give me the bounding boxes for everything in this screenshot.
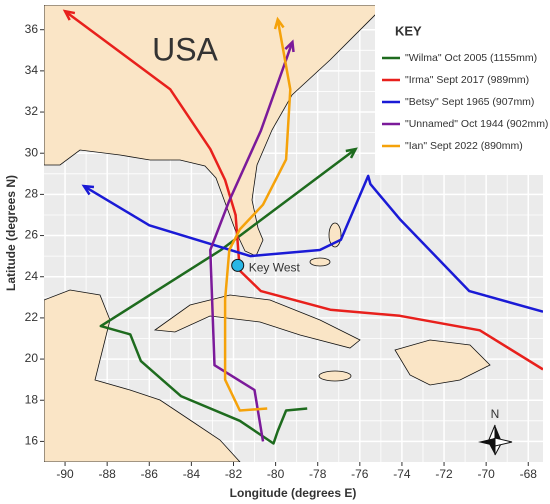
jamaica [318,370,352,382]
land [44,5,491,462]
y-tick-label: 32 [25,104,39,118]
track [223,19,292,412]
track [209,41,294,442]
y-tick-label: 24 [25,269,39,283]
compass-needle [494,437,513,447]
compass-label: N [491,407,500,421]
mexico [44,289,241,462]
x-tick-label: -70 [477,467,495,481]
annotation: USA [152,31,218,67]
y-tick-label: 22 [25,310,39,324]
y-tick-label: 28 [25,187,39,201]
hispaniola [394,339,491,386]
y-tick-label: 20 [25,351,39,365]
x-tick-label: -68 [520,467,538,481]
key-west-label: Key West [249,261,301,275]
arrowhead [284,39,295,53]
y-axis-label: Latitude (degrees N) [4,175,18,291]
compass-needle [495,425,502,442]
legend-box [375,5,543,175]
legend-label: "Betsy" Sept 1965 (907mm) [405,96,534,108]
x-axis-label: Longitude (degrees E) [230,486,357,500]
y-tick-label: 18 [25,392,39,406]
x-tick-label: -82 [225,467,243,481]
legend-label: "Wilma" Oct 2005 (1155mm) [405,52,537,64]
legend-title: KEY [395,23,422,38]
usa [44,5,386,257]
y-tick-label: 16 [25,434,39,448]
x-tick-label: -90 [56,467,74,481]
arrowhead [62,9,76,21]
y-tick-label: 34 [25,63,39,77]
y-tick-label: 26 [25,228,39,242]
track [83,174,543,313]
legend-label: "Ian" Sept 2022 (890mm) [405,140,523,152]
key-west-marker [231,258,245,272]
compass: N [478,407,513,456]
legend-label: "Unnamed" Oct 1944 (902mm) [405,118,548,130]
x-tick-label: -80 [267,467,285,481]
track [99,148,357,445]
y-tick-label: 36 [25,22,39,36]
compass-needle [478,438,495,446]
legend: KEY "Wilma" Oct 2005 (1155mm) "Irma" Sept… [375,5,548,175]
x-tick-label: -88 [98,467,116,481]
x-tick-label: -76 [351,467,369,481]
arrowhead [273,16,285,30]
x-tick-label: -78 [309,467,327,481]
x-tick-label: -74 [393,467,411,481]
arrowhead [345,147,358,159]
x-tick-label: -72 [435,467,453,481]
arrowhead [81,184,95,196]
tracks [62,9,543,445]
cuba [153,294,361,349]
x-tick-label: -84 [183,467,201,481]
bahamas [309,257,331,267]
legend-label: "Irma" Sept 2017 (989mm) [405,74,529,86]
y-tick-label: 30 [25,145,39,159]
x-tick-label: -86 [141,467,159,481]
